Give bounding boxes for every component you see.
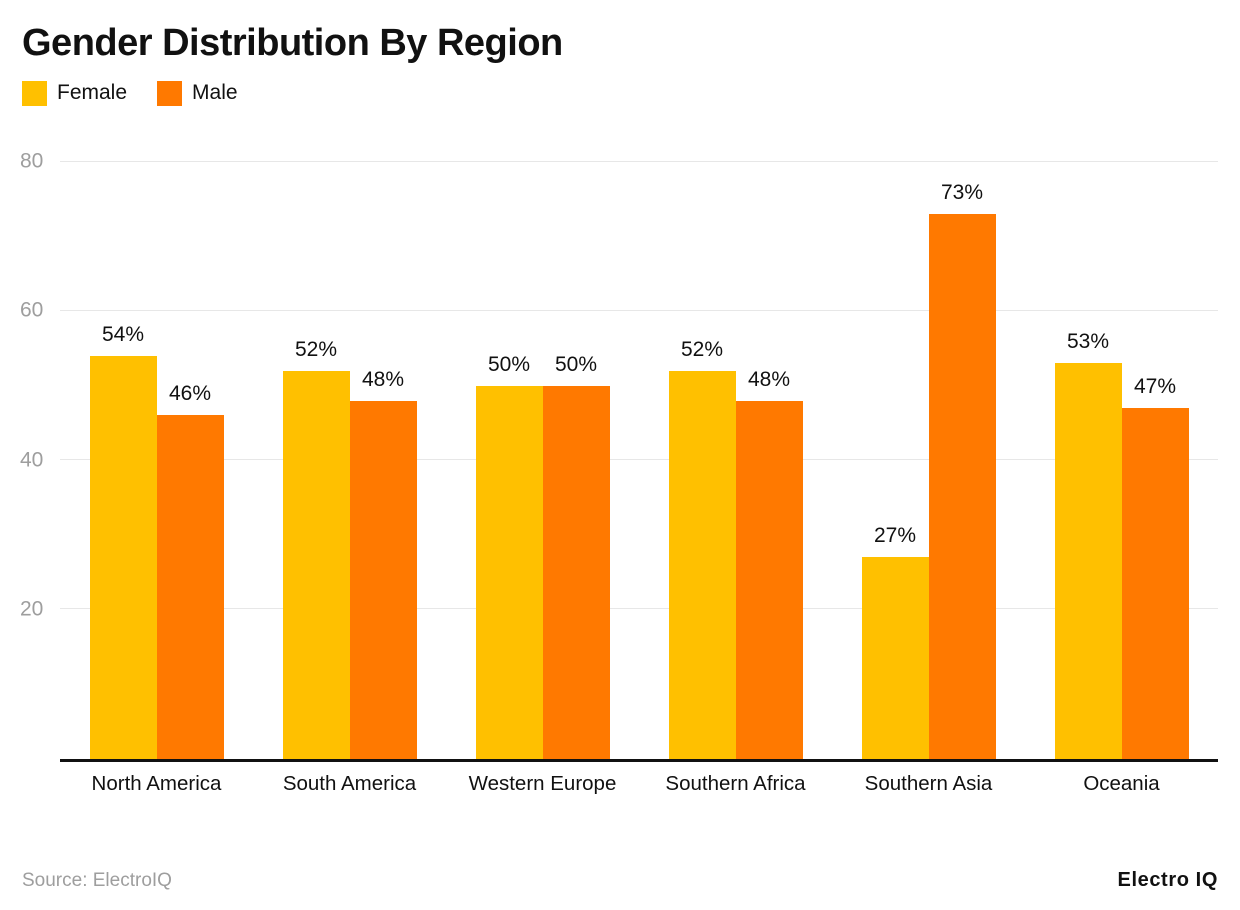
bar-female-southern-africa[interactable]: 52% xyxy=(668,338,736,759)
bar-value-label: 52% xyxy=(294,337,338,361)
source-text: Source: ElectroIQ xyxy=(22,870,172,891)
x-axis-label-southern-africa: Southern Africa xyxy=(665,771,806,795)
legend-label-male: Male xyxy=(192,81,238,105)
female-swatch-icon xyxy=(22,80,47,106)
x-axis-label-south-america: South America xyxy=(282,771,417,795)
legend-item-male: Male xyxy=(157,80,238,106)
bar-male-north-america[interactable]: 46% xyxy=(156,382,224,759)
bar-value-label: 50% xyxy=(554,352,598,376)
gridline-60: 60 xyxy=(20,300,1218,321)
y-tick-label-80: 80 xyxy=(20,149,44,173)
bar-female-oceania[interactable]: 53% xyxy=(1054,330,1122,759)
bar-group-south-america: 52% 48% xyxy=(253,162,446,759)
bar-male-south-america[interactable]: 48% xyxy=(349,368,417,759)
brand-logo: Electro IQ xyxy=(1117,869,1218,891)
bar-male-southern-asia[interactable]: 73% xyxy=(928,181,996,759)
bar-value-label: 47% xyxy=(1133,374,1177,398)
bar-group-southern-asia: 27% 73% xyxy=(832,162,1025,759)
chart-footer: Source: ElectroIQ Electro IQ xyxy=(22,869,1218,892)
bar-value-label: 50% xyxy=(487,352,531,376)
bar-value-label: 27% xyxy=(873,524,917,548)
gridline-40: 40 xyxy=(20,449,1218,470)
bar-value-label: 48% xyxy=(361,367,405,391)
bar-group-southern-africa: 52% 48% xyxy=(639,162,832,759)
bar-value-label: 48% xyxy=(747,367,791,391)
bar-value-label: 46% xyxy=(168,382,212,406)
bar-female-north-america[interactable]: 54% xyxy=(89,323,157,759)
gridline-20: 20 xyxy=(20,598,1218,619)
bar-groups: 54% 46% 52% 48% 50% 50% 52% 48% 27% 73% 53% 47% xyxy=(60,162,1218,759)
bar-value-label: 53% xyxy=(1066,330,1110,354)
chart-header: Gender Distribution By Region Female Mal… xyxy=(0,0,1240,106)
bar-male-oceania[interactable]: 47% xyxy=(1121,375,1189,759)
bar-male-western-europe[interactable]: 50% xyxy=(542,353,610,759)
y-tick-label-60: 60 xyxy=(20,298,44,322)
legend-label-female: Female xyxy=(57,81,128,105)
x-axis-labels: North America South America Western Europe… xyxy=(60,772,1218,796)
legend: Female Male xyxy=(22,80,1218,106)
x-axis-label-north-america: North America xyxy=(91,771,222,795)
gridline-80: 80 xyxy=(20,151,1218,172)
bar-group-western-europe: 50% 50% xyxy=(446,162,639,759)
y-tick-label-20: 20 xyxy=(20,597,44,621)
x-axis-label-southern-asia: Southern Asia xyxy=(864,771,993,795)
bar-female-south-america[interactable]: 52% xyxy=(282,338,350,759)
bar-value-label: 52% xyxy=(680,337,724,361)
bar-value-label: 73% xyxy=(940,180,984,204)
y-tick-label-40: 40 xyxy=(20,448,44,472)
x-axis-label-western-europe: Western Europe xyxy=(468,771,617,795)
legend-item-female: Female xyxy=(22,80,128,106)
bar-female-southern-asia[interactable]: 27% xyxy=(861,524,929,759)
bar-group-oceania: 53% 47% xyxy=(1025,162,1218,759)
bar-value-label: 54% xyxy=(101,322,145,346)
bar-male-southern-africa[interactable]: 48% xyxy=(735,368,803,759)
bar-female-western-europe[interactable]: 50% xyxy=(475,353,543,759)
bar-group-north-america: 54% 46% xyxy=(60,162,253,759)
plot-area: 20 40 60 80 54% 46% 52% 48% 50% 50% 52% 48% 27% 73% 53… xyxy=(20,151,1218,762)
male-swatch-icon xyxy=(157,80,183,106)
x-axis-label-oceania: Oceania xyxy=(1083,771,1160,795)
chart-title: Gender Distribution By Region xyxy=(22,22,563,64)
